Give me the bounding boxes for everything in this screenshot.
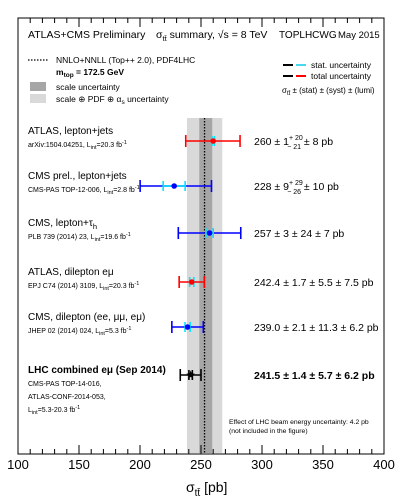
measurement-reference: JHEP 02 (2014) 024, Lint=5.3 fb-1 [28,326,131,337]
measurement-marker [186,370,195,379]
measurement-marker [188,279,195,285]
x-tick-label: 100 [7,457,29,472]
footnote-line2: (not included in the figure) [229,428,308,435]
measurement-reference: EPJ C74 (2014) 3109, Lint=20.3 fb-1 [28,281,139,292]
measurement-result: 239.0 ± 2.1 ± 11.3 ± 6.2 pb [254,322,379,334]
footnote-line1: Effect of LHC beam energy uncertainty: 4… [229,419,369,426]
measurement-rows: ATLAS, lepton+jets arXiv:1504.04251, Lint… [28,126,379,416]
measurement-reference: arXiv:1504.04251, Lint=20.3 fb-1 [28,140,127,151]
header-group: TOPLHCWG [279,30,337,41]
measurement-row: CMS prel., lepton+jets CMS-PAS TOP-12-006… [28,171,339,196]
x-axis-label: σtt̄ [pb] [186,479,227,499]
measurement-reference: CMS-PAS TOP-14-016, [28,381,102,388]
measurement-result: 257 ± 3 ± 24 ± 7 pb [254,228,344,240]
measurement-marker [184,324,191,330]
measurement-row: ATLAS, lepton+jets arXiv:1504.04251, Lint… [28,126,333,151]
measurement-marker [206,230,213,236]
measurement-name: CMS prel., lepton+jets [28,171,127,182]
measurement-reference: ATLAS-CONF-2014-053, [28,394,106,401]
measurement-reference: Lint=5.3-20.3 fb-1 [28,405,80,416]
x-tick-label: 300 [251,457,273,472]
x-tick-label: 350 [312,457,334,472]
measurement-row: CMS, dilepton (ee, μμ, eμ) JHEP 02 (2014)… [28,312,379,337]
measurement-name: ATLAS, lepton+jets [28,126,113,137]
header-summary: σtt̄ summary, √s = 8 TeV [156,29,267,43]
measurement-name: ATLAS, dilepton eμ [28,267,114,278]
theory-scale-band [199,118,213,453]
measurement-marker [171,183,177,189]
legend-mtop-label: mtop = 172.5 GeV [56,67,124,79]
measurement-name: CMS, dilepton (ee, μμ, eμ) [28,312,145,323]
measurement-row: ATLAS, dilepton eμ EPJ C74 (2014) 3109, L… [28,267,374,292]
legend-total-label: total uncertainty [311,71,372,81]
legend-scale-swatch [30,82,46,91]
legend-scale-pdf-label: scale ⊕ PDF ⊕ αs uncertainty [56,94,169,106]
header-date: May 2015 [338,30,380,41]
legend-stat-label: stat. uncertainty [311,60,372,70]
x-axis: 100 150 200 250 300 350 400 [7,18,395,472]
measurement-result: 242.4 ± 1.7 ± 5.5 ± 7.5 pb [254,277,374,289]
measurement-reference: PLB 739 (2014) 23, Lint=19.6 fb-1 [28,232,131,243]
x-tick-label: 200 [129,457,151,472]
x-tick-label: 250 [190,457,212,472]
legend-formula: σtt̄ ± (stat) ± (syst) ± (lumi) [282,86,375,97]
measurement-reference: CMS-PAS TOP-12-006, Lint=2.8 fb-1 [28,185,140,196]
measurement-result: 260 ± 1+ 20− 21 ± 8 pb [254,135,333,151]
measurement-name: LHC combined eμ (Sep 2014) [28,365,166,376]
measurement-row: LHC combined eμ (Sep 2014) CMS-PAS TOP-14… [28,365,375,416]
measurement-result: 228 ± 9+ 29− 26 ± 10 pb [254,180,339,196]
x-tick-label: 400 [373,457,395,472]
legend-scale-label: scale uncertainty [56,82,121,92]
legend-theory-label: NNLO+NNLL (Top++ 2.0), PDF4LHC [56,55,195,65]
x-tick-label: 150 [68,457,90,472]
legend-scale-pdf-swatch [30,94,46,103]
measurement-result: 241.5 ± 1.4 ± 5.7 ± 6.2 pb [254,370,375,382]
header-collaboration: ATLAS+CMS Preliminary [28,29,146,41]
measurement-name: CMS, lepton+τh [28,218,97,231]
theory-bands [186,118,223,453]
measurement-marker [210,138,216,144]
